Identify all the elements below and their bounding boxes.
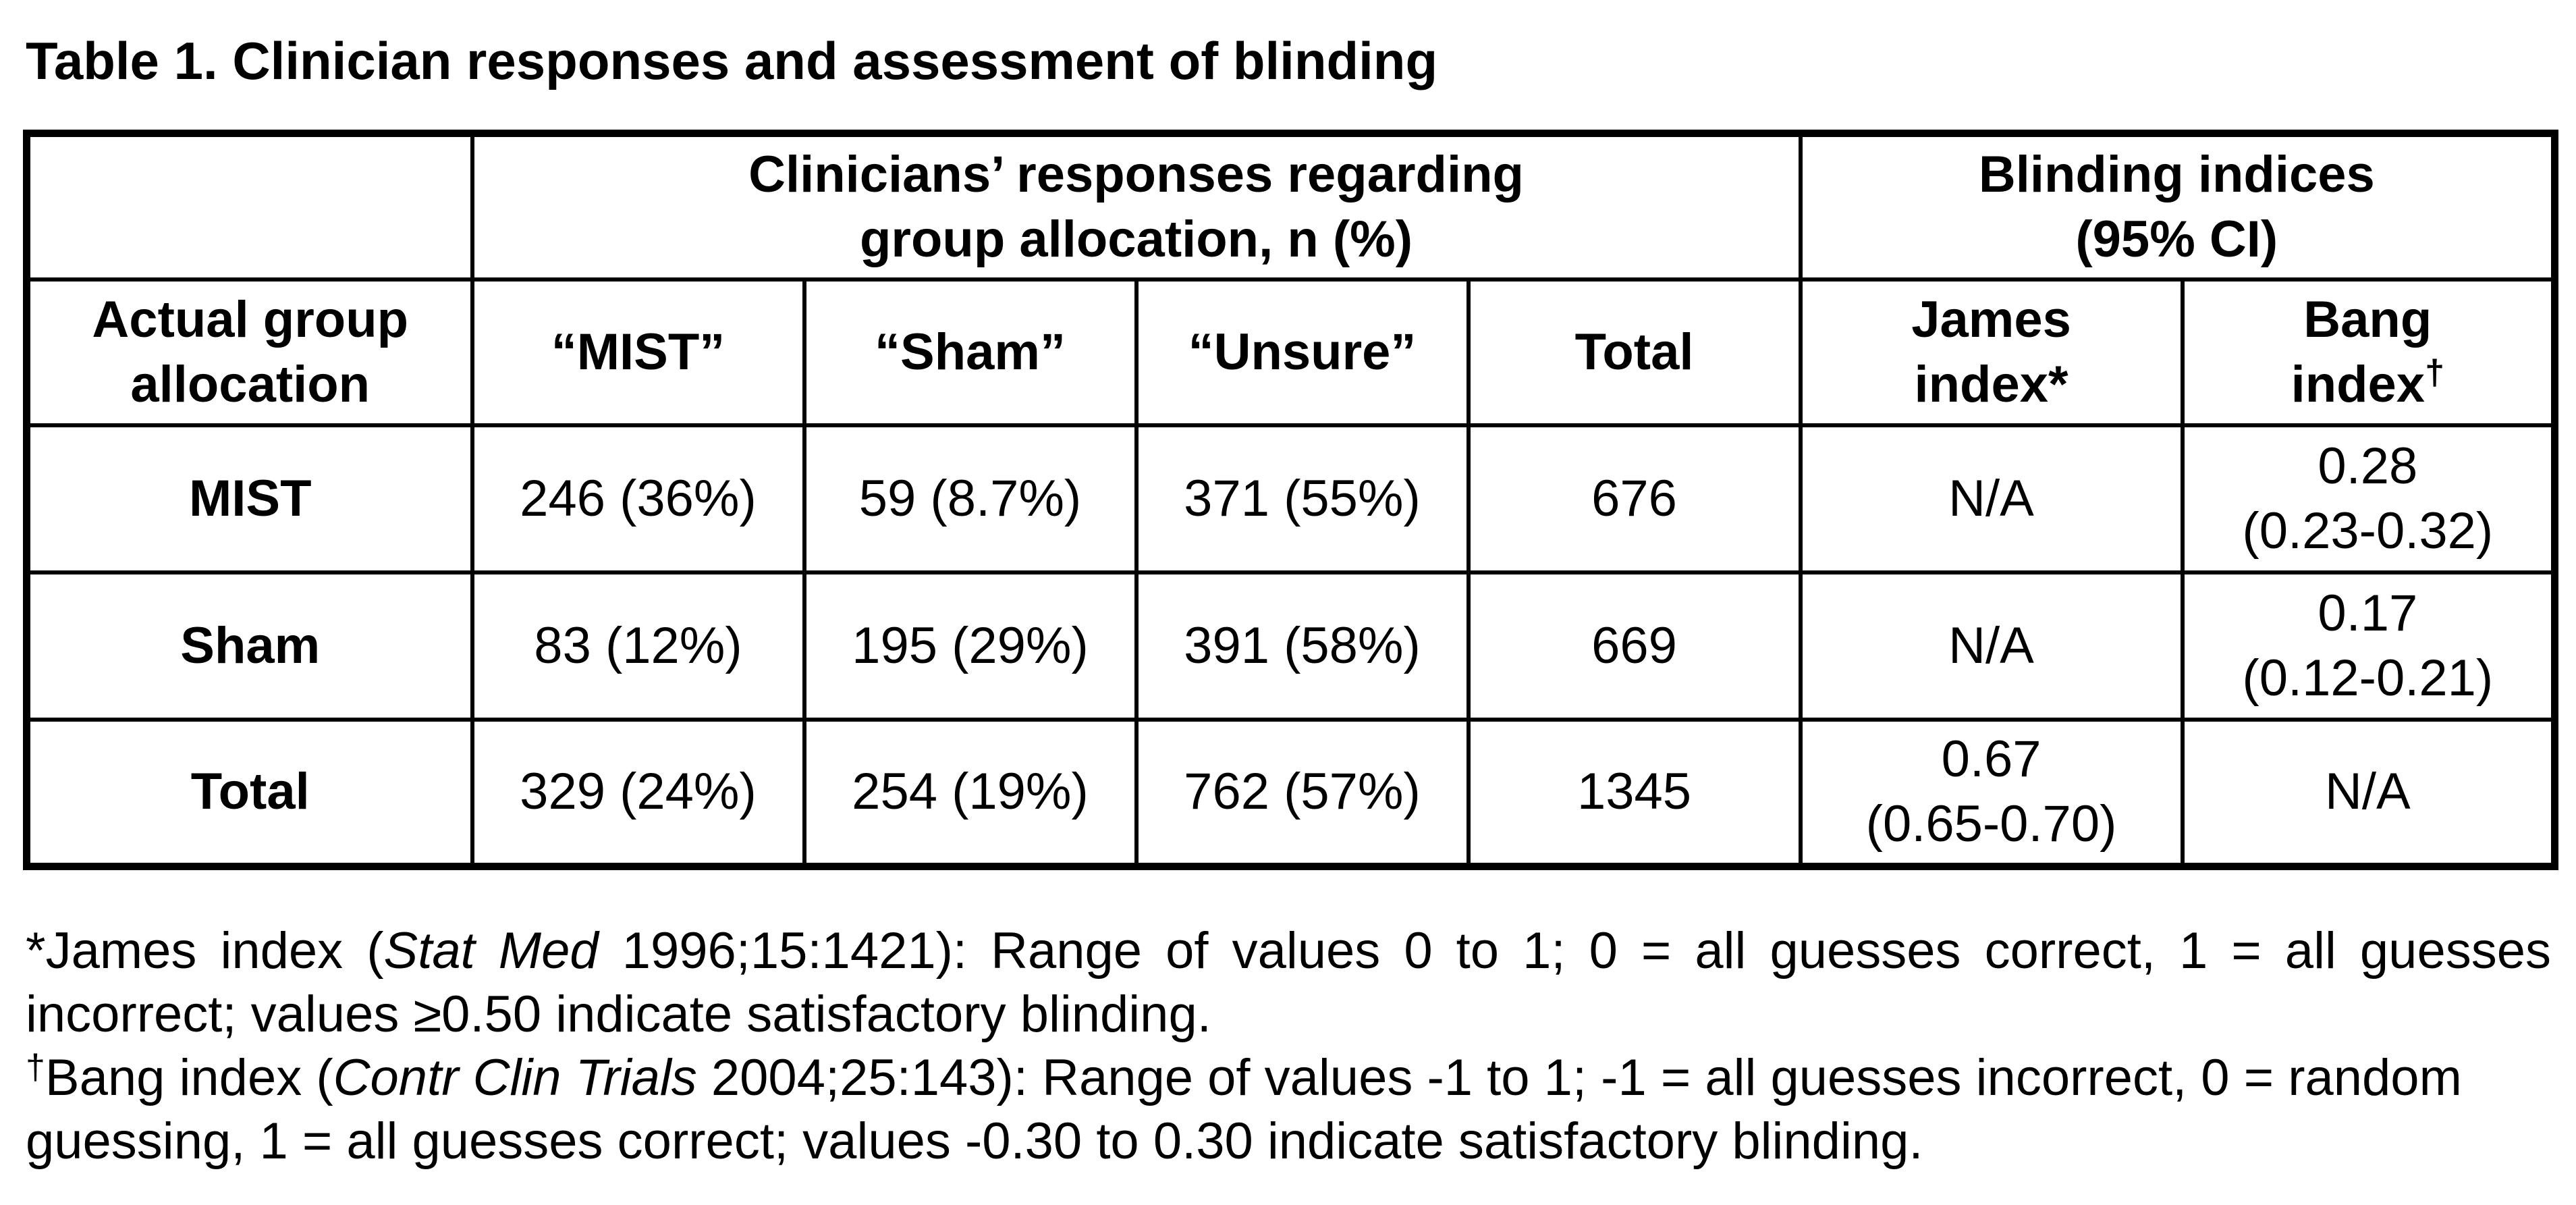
cell-james: 0.67 (0.65-0.70) bbox=[1798, 717, 2185, 869]
cell-unsure: 371 (55%) bbox=[1134, 423, 1471, 574]
journal-name: Contr Clin Trials bbox=[333, 1049, 697, 1106]
header-james-index: James index* bbox=[1798, 277, 2185, 427]
row-label-sham: Sham bbox=[24, 570, 474, 722]
cell-james: N/A bbox=[1798, 423, 2185, 574]
cell-bang: N/A bbox=[2180, 717, 2557, 869]
cell-total: 676 bbox=[1466, 423, 1803, 574]
header-col-unsure: “Unsure” bbox=[1134, 277, 1471, 427]
cell-sham: 59 (8.7%) bbox=[802, 423, 1139, 574]
cell-bang: 0.17 (0.12-0.21) bbox=[2180, 570, 2557, 722]
cell-mist: 83 (12%) bbox=[470, 570, 806, 722]
cell-total: 669 bbox=[1466, 570, 1803, 722]
table-header-row-1: Clinicians’ responses regarding group al… bbox=[24, 131, 2557, 282]
cell-sham: 195 (29%) bbox=[802, 570, 1139, 722]
header-blinding-indices: Blinding indices (95% CI) bbox=[1798, 131, 2557, 282]
footnote-bang: †Bang index (Contr Clin Trials 2004;25:1… bbox=[26, 1048, 2462, 1170]
table-row: Sham 83 (12%) 195 (29%) 391 (58%) 669 N/… bbox=[24, 570, 2557, 722]
header-col-total: Total bbox=[1466, 277, 1803, 427]
header-actual-group: Actual group allocation bbox=[24, 277, 474, 427]
cell-unsure: 391 (58%) bbox=[1134, 570, 1471, 722]
footnotes: *James index (Stat Med 1996;15:1421): Ra… bbox=[26, 919, 2551, 1173]
cell-mist: 246 (36%) bbox=[470, 423, 806, 574]
journal-name: Stat Med bbox=[383, 922, 599, 980]
row-label-total: Total bbox=[24, 717, 474, 869]
header-col-mist: “MIST” bbox=[470, 277, 806, 427]
row-label-mist: MIST bbox=[24, 423, 474, 574]
header-corner-cell bbox=[24, 131, 474, 282]
footnote-james: *James index (Stat Med 1996;15:1421): Ra… bbox=[26, 922, 2551, 1043]
table-header-row-2: Actual group allocation “MIST” “Sham” “U… bbox=[24, 277, 2557, 427]
cell-total: 1345 bbox=[1466, 717, 1803, 869]
table-row: MIST 246 (36%) 59 (8.7%) 371 (55%) 676 N… bbox=[24, 423, 2557, 574]
dagger-mark: † bbox=[2425, 352, 2444, 392]
table-row: Total 329 (24%) 254 (19%) 762 (57%) 1345… bbox=[24, 717, 2557, 869]
cell-james: N/A bbox=[1798, 570, 2185, 722]
header-col-sham: “Sham” bbox=[802, 277, 1139, 427]
cell-sham: 254 (19%) bbox=[802, 717, 1139, 869]
blinding-table: Clinicians’ responses regarding group al… bbox=[23, 130, 2559, 870]
cell-mist: 329 (24%) bbox=[470, 717, 806, 869]
dagger-mark: † bbox=[26, 1048, 45, 1087]
table-title: Table 1. Clinician responses and assessm… bbox=[26, 31, 1438, 90]
cell-bang: 0.28 (0.23-0.32) bbox=[2180, 423, 2557, 574]
cell-unsure: 762 (57%) bbox=[1134, 717, 1471, 869]
header-bang-index: Bang index† bbox=[2180, 277, 2557, 427]
header-group-responses: Clinicians’ responses regarding group al… bbox=[470, 131, 1803, 282]
